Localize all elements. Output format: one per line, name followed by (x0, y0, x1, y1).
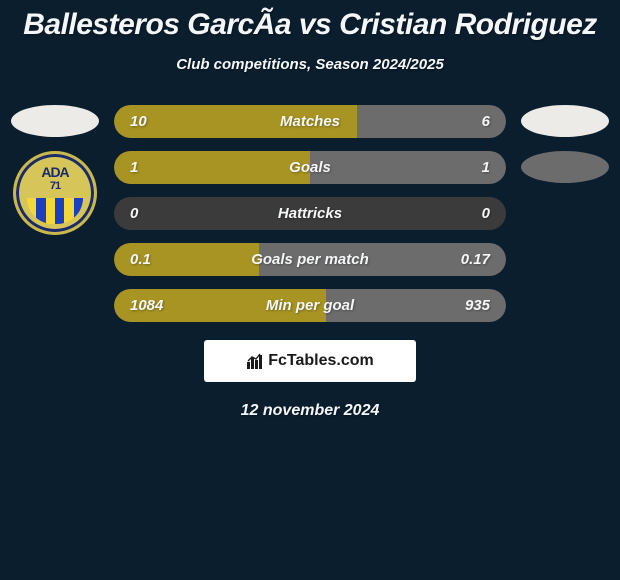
stat-bar: 10Matches6 (114, 105, 506, 138)
stat-bar: 1Goals1 (114, 151, 506, 184)
club-badge-left: ADA 71 (13, 151, 97, 235)
club-abbr: ADA (41, 164, 68, 180)
bar-value-right: 0 (482, 205, 490, 222)
stat-bar: 1084Min per goal935 (114, 289, 506, 322)
date-line: 12 november 2024 (0, 402, 620, 420)
page-title: Ballesteros GarcÃ­a vs Cristian Rodrigue… (0, 0, 620, 42)
stat-bars: 10Matches61Goals10Hattricks00.1Goals per… (110, 105, 510, 322)
chart-icon (246, 352, 264, 370)
comparison-infographic: Ballesteros GarcÃ­a vs Cristian Rodrigue… (0, 0, 620, 580)
page-subtitle: Club competitions, Season 2024/2025 (0, 56, 620, 73)
bar-label: Goals per match (114, 251, 506, 268)
bar-label: Min per goal (114, 297, 506, 314)
logo-text: FcTables.com (268, 352, 374, 370)
player-badge-left (11, 105, 99, 137)
player-badge-right-1 (521, 105, 609, 137)
club-stripes (27, 198, 83, 224)
fctables-logo: FcTables.com (204, 340, 416, 382)
bar-label: Goals (114, 159, 506, 176)
bar-value-right: 6 (482, 113, 490, 130)
player-badge-right-2 (521, 151, 609, 183)
right-side-col (510, 105, 620, 183)
bar-value-right: 0.17 (461, 251, 490, 268)
bar-label: Hattricks (114, 205, 506, 222)
content-row: ADA 71 10Matches61Goals10Hattricks00.1Go… (0, 105, 620, 322)
stat-bar: 0.1Goals per match0.17 (114, 243, 506, 276)
bar-label: Matches (114, 113, 506, 130)
bar-value-right: 935 (465, 297, 490, 314)
club-year: 71 (41, 180, 68, 192)
left-side-col: ADA 71 (0, 105, 110, 235)
bar-value-right: 1 (482, 159, 490, 176)
stat-bar: 0Hattricks0 (114, 197, 506, 230)
